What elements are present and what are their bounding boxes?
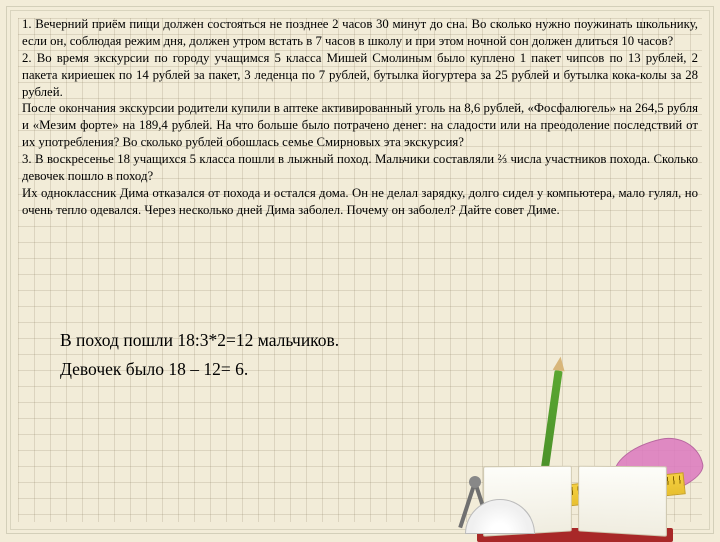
problem-2b: После окончания экскурсии родители купил… xyxy=(22,100,698,151)
problems-block: 1. Вечерний приём пищи должен состояться… xyxy=(22,16,698,219)
book-page-right xyxy=(578,466,667,537)
slide-page: 1. Вечерний приём пищи должен состояться… xyxy=(0,0,720,540)
solution-line-2: Девочек было 18 – 12= 6. xyxy=(60,355,660,384)
problem-3b: Их одноклассник Дима отказался от похода… xyxy=(22,185,698,219)
compass-hinge xyxy=(469,476,481,488)
school-supplies-icon xyxy=(465,390,695,540)
problem-3a: 3. В воскресенье 18 учащихся 5 класса по… xyxy=(22,151,698,185)
solution-block: В поход пошли 18:3*2=12 мальчиков. Девоч… xyxy=(60,326,660,384)
solution-line-1: В поход пошли 18:3*2=12 мальчиков. xyxy=(60,326,660,355)
problem-1: 1. Вечерний приём пищи должен состояться… xyxy=(22,16,698,50)
problem-2a: 2. Во время экскурсии по городу учащимся… xyxy=(22,50,698,101)
